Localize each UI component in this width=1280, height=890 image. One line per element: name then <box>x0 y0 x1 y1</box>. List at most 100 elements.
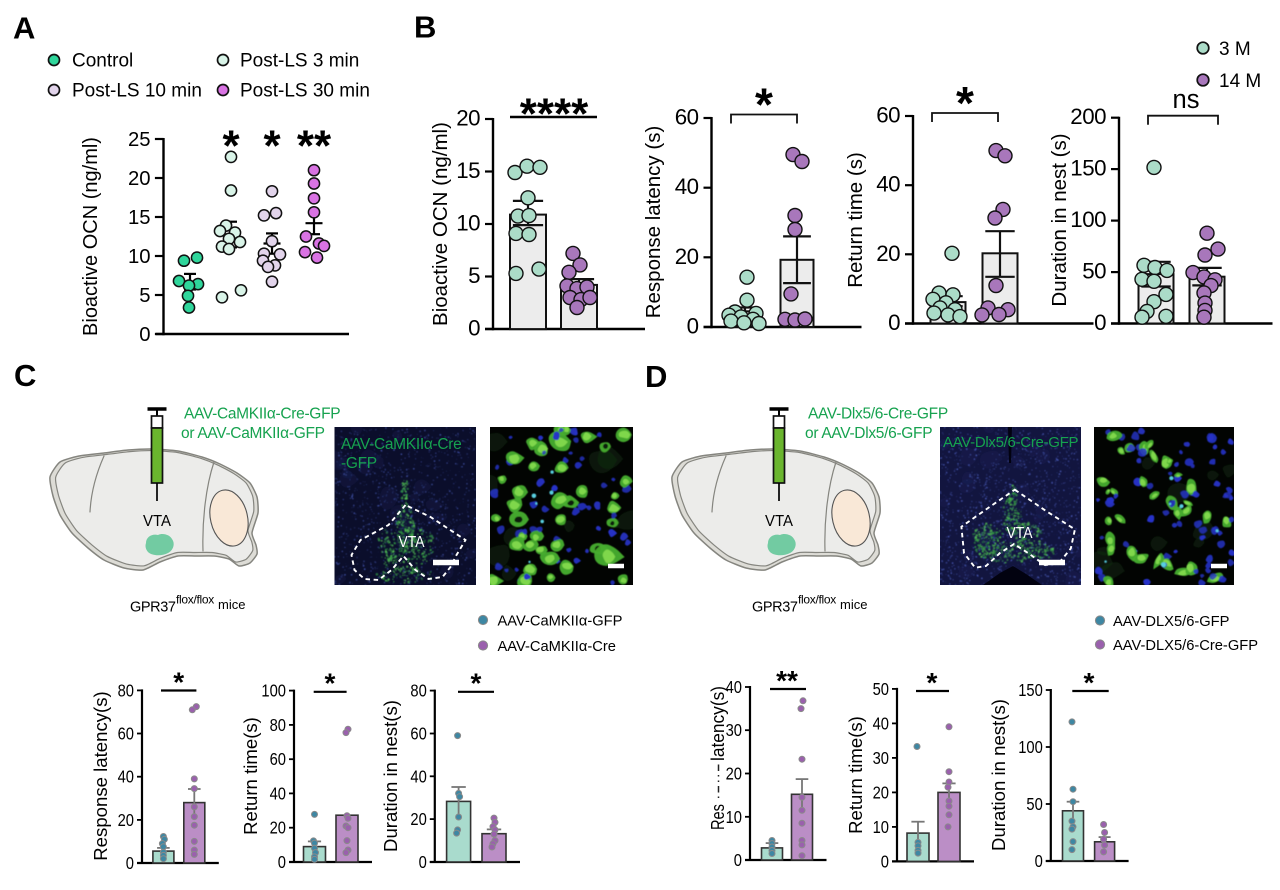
svg-text:3 M: 3 M <box>1219 39 1251 60</box>
svg-text:200: 200 <box>1070 104 1106 129</box>
svg-text:40: 40 <box>726 677 743 697</box>
svg-text:80: 80 <box>270 715 287 735</box>
svg-text:Response latency(s): Response latency(s) <box>90 691 111 861</box>
svg-text:10: 10 <box>128 246 151 268</box>
svg-text:40: 40 <box>675 174 699 199</box>
svg-text:0: 0 <box>126 853 134 873</box>
svg-text:VTA: VTA <box>765 513 793 530</box>
svg-text:Return time(s): Return time(s) <box>845 716 866 834</box>
svg-text:0: 0 <box>734 850 742 870</box>
svg-text:20: 20 <box>675 244 699 269</box>
svg-text:*: * <box>263 122 281 171</box>
svg-text:AAV-CaMKIIα-Cre: AAV-CaMKIIα-Cre <box>341 436 461 453</box>
svg-text:60: 60 <box>118 724 135 744</box>
svg-text:10: 10 <box>873 817 890 837</box>
svg-text:-GFP: -GFP <box>341 455 377 472</box>
svg-text:mice: mice <box>218 597 245 612</box>
svg-text:flox/flox: flox/flox <box>798 593 836 607</box>
svg-text:40: 40 <box>118 767 135 787</box>
svg-text:**: ** <box>776 665 798 696</box>
svg-text:15: 15 <box>456 158 480 183</box>
svg-text:Response latency (s): Response latency (s) <box>642 126 665 319</box>
svg-text:*: * <box>173 666 184 697</box>
svg-text:Duration in nest(s): Duration in nest(s) <box>988 699 1009 851</box>
svg-text:Bioactive OCN (ng/ml): Bioactive OCN (ng/ml) <box>80 137 102 336</box>
svg-text:80: 80 <box>118 680 135 700</box>
svg-text:AAV-DLX5/6-GFP: AAV-DLX5/6-GFP <box>1113 614 1230 630</box>
svg-text:Return time (s): Return time (s) <box>844 152 867 288</box>
svg-text:100: 100 <box>261 681 286 701</box>
svg-text:60: 60 <box>675 105 699 130</box>
svg-text:AAV-CaMKIIα-GFP: AAV-CaMKIIα-GFP <box>498 614 623 630</box>
svg-text:5: 5 <box>139 285 150 307</box>
svg-text:40: 40 <box>876 172 900 197</box>
svg-text:*: * <box>471 668 482 699</box>
svg-text:Post-LS 10 min: Post-LS 10 min <box>72 81 202 102</box>
svg-text:25: 25 <box>128 129 151 151</box>
svg-text:40: 40 <box>873 713 890 733</box>
svg-text:Duration in nest(s): Duration in nest(s) <box>380 700 401 852</box>
svg-text:*: * <box>927 667 938 698</box>
svg-text:20: 20 <box>873 782 890 802</box>
svg-text:0: 0 <box>1094 310 1106 335</box>
svg-text:0: 0 <box>278 852 286 872</box>
svg-text:**: ** <box>297 122 332 171</box>
svg-text:*: * <box>755 79 773 131</box>
svg-text:D: D <box>645 359 667 394</box>
svg-text:AAV-Dlx5/6-Cre-GFP: AAV-Dlx5/6-Cre-GFP <box>943 434 1078 451</box>
svg-text:0: 0 <box>419 852 427 872</box>
svg-text:VTA: VTA <box>1007 525 1034 542</box>
svg-text:GPR37: GPR37 <box>752 600 798 616</box>
svg-text:60: 60 <box>876 103 900 128</box>
svg-text:*: * <box>325 668 336 699</box>
svg-text:5: 5 <box>468 263 480 288</box>
svg-text:Post-LS 30 min: Post-LS 30 min <box>240 81 370 102</box>
svg-text:0: 0 <box>687 314 699 339</box>
svg-text:0: 0 <box>468 316 480 341</box>
svg-text:30: 30 <box>726 720 743 740</box>
svg-text:20: 20 <box>876 241 900 266</box>
svg-text:****: **** <box>520 90 589 139</box>
svg-text:*: * <box>1084 667 1095 698</box>
svg-text:B: B <box>414 10 436 45</box>
svg-text:or AAV-CaMKIIα-GFP: or AAV-CaMKIIα-GFP <box>181 425 325 442</box>
svg-text:150: 150 <box>1018 680 1043 700</box>
svg-text:latency(s): latency(s) <box>707 686 728 761</box>
svg-text:10: 10 <box>726 807 743 827</box>
svg-text:AAV-CaMKIIα-Cre: AAV-CaMKIIα-Cre <box>498 639 616 655</box>
svg-text:100: 100 <box>1018 737 1043 757</box>
svg-text:14 M: 14 M <box>1219 71 1261 92</box>
svg-text:20: 20 <box>456 106 480 131</box>
svg-text:80: 80 <box>410 681 427 701</box>
svg-text:40: 40 <box>270 783 287 803</box>
svg-text:*: * <box>222 122 240 171</box>
svg-text:150: 150 <box>1070 156 1106 181</box>
svg-text:60: 60 <box>270 749 287 769</box>
svg-text:AAV-CaMKIIα-Cre-GFP: AAV-CaMKIIα-Cre-GFP <box>184 406 340 423</box>
svg-text:AAV-Dlx5/6-Cre-GFP: AAV-Dlx5/6-Cre-GFP <box>808 406 948 423</box>
svg-text:or AAV-Dlx5/6-GFP: or AAV-Dlx5/6-GFP <box>805 425 932 442</box>
svg-text:Bioactive OCN (ng/ml): Bioactive OCN (ng/ml) <box>429 122 452 326</box>
svg-text:Post-LS 3 min: Post-LS 3 min <box>240 51 359 72</box>
svg-text:20: 20 <box>270 818 287 838</box>
svg-text:ns: ns <box>1173 86 1200 114</box>
svg-text:*: * <box>956 77 974 129</box>
svg-text:VTA: VTA <box>143 513 171 530</box>
svg-text:mice: mice <box>840 597 867 612</box>
svg-text:50: 50 <box>1026 794 1043 814</box>
svg-text:50: 50 <box>873 679 890 699</box>
svg-text:100: 100 <box>1070 207 1106 232</box>
svg-text:GPR37: GPR37 <box>130 600 176 616</box>
svg-text:40: 40 <box>410 766 427 786</box>
svg-text:0: 0 <box>1035 851 1043 871</box>
svg-text:20: 20 <box>410 809 427 829</box>
svg-text:Res: Res <box>707 804 728 830</box>
svg-text:0: 0 <box>139 324 150 346</box>
svg-text:0: 0 <box>881 851 889 871</box>
svg-text:30: 30 <box>873 748 890 768</box>
svg-text:AAV-DLX5/6-Cre-GFP: AAV-DLX5/6-Cre-GFP <box>1113 638 1258 654</box>
svg-text:50: 50 <box>1082 259 1106 284</box>
svg-text:VTA: VTA <box>399 534 426 551</box>
svg-text:10: 10 <box>456 211 480 236</box>
svg-text:20: 20 <box>118 810 135 830</box>
